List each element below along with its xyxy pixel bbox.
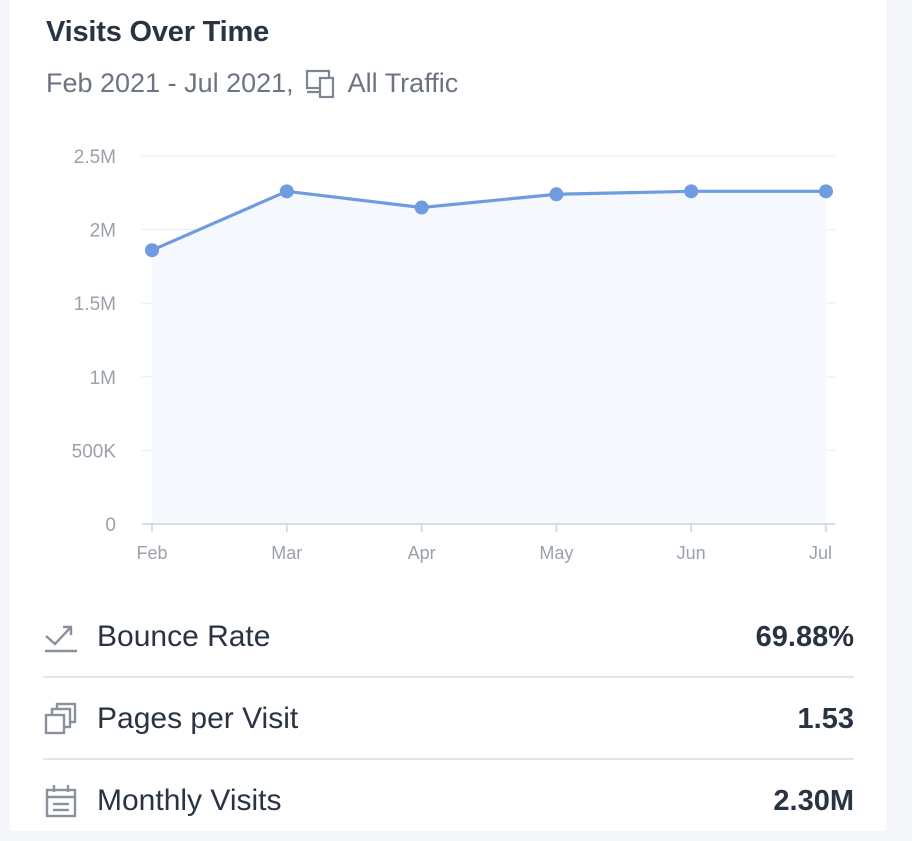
data-point [684, 184, 699, 199]
x-tick-label: Feb [136, 543, 167, 563]
monthly-visits-icon [45, 785, 77, 818]
metric-row-pages-per-visit: Pages per Visit 1.53 [43, 679, 854, 759]
metric-divider [43, 758, 854, 760]
x-tick-label: May [539, 543, 573, 563]
pages-per-visit-icon [44, 702, 77, 735]
data-point [145, 243, 159, 258]
series-line [151, 189, 826, 252]
metric-label: Monthly Visits [97, 784, 282, 817]
metric-row-monthly-visits: Monthly Visits 2.30M [43, 761, 854, 841]
series-area [152, 191, 826, 524]
y-tick-label: 1.5M [74, 294, 116, 315]
card-subtitle: Feb 2021 - Jul 2021, All Traffic [46, 66, 458, 100]
card-title: Visits Over Time [46, 16, 270, 48]
y-tick-label: 2M [90, 221, 116, 242]
metric-value: 69.88% [755, 620, 854, 653]
metric-value: 2.30M [773, 784, 854, 817]
visits-chart: 0 500K 1M 1.5M 2M 2.5M Feb Mar Apr May Jun Jul [72, 147, 835, 563]
metric-label: Bounce Rate [97, 620, 271, 653]
y-tick-label: 1M [90, 368, 116, 389]
traffic-filter[interactable]: All Traffic [347, 67, 459, 98]
x-tick-label: Mar [271, 543, 302, 563]
devices-icon [305, 69, 334, 99]
visits-over-time-card: Visits Over Time Feb 2021 - Jul 2021, Al… [10, 0, 886, 831]
data-point [414, 200, 429, 215]
metric-label: Pages per Visit [97, 702, 299, 735]
data-point [819, 184, 833, 199]
metric-row-bounce-rate: Bounce Rate 69.88% [43, 597, 854, 677]
y-tick-label: 2.5M [74, 147, 116, 168]
data-point [279, 184, 294, 199]
date-range: Feb 2021 - Jul 2021, [46, 67, 294, 98]
metric-divider [43, 676, 854, 678]
y-tick-label: 0 [105, 515, 116, 536]
y-tick-label: 500K [72, 441, 117, 462]
x-tick-label: Jun [677, 543, 706, 563]
bounce-rate-icon [45, 625, 77, 653]
metric-value: 1.53 [797, 702, 854, 735]
x-tick-label: Apr [408, 543, 436, 563]
x-tick-label: Jul [809, 543, 832, 563]
data-point [549, 187, 564, 202]
